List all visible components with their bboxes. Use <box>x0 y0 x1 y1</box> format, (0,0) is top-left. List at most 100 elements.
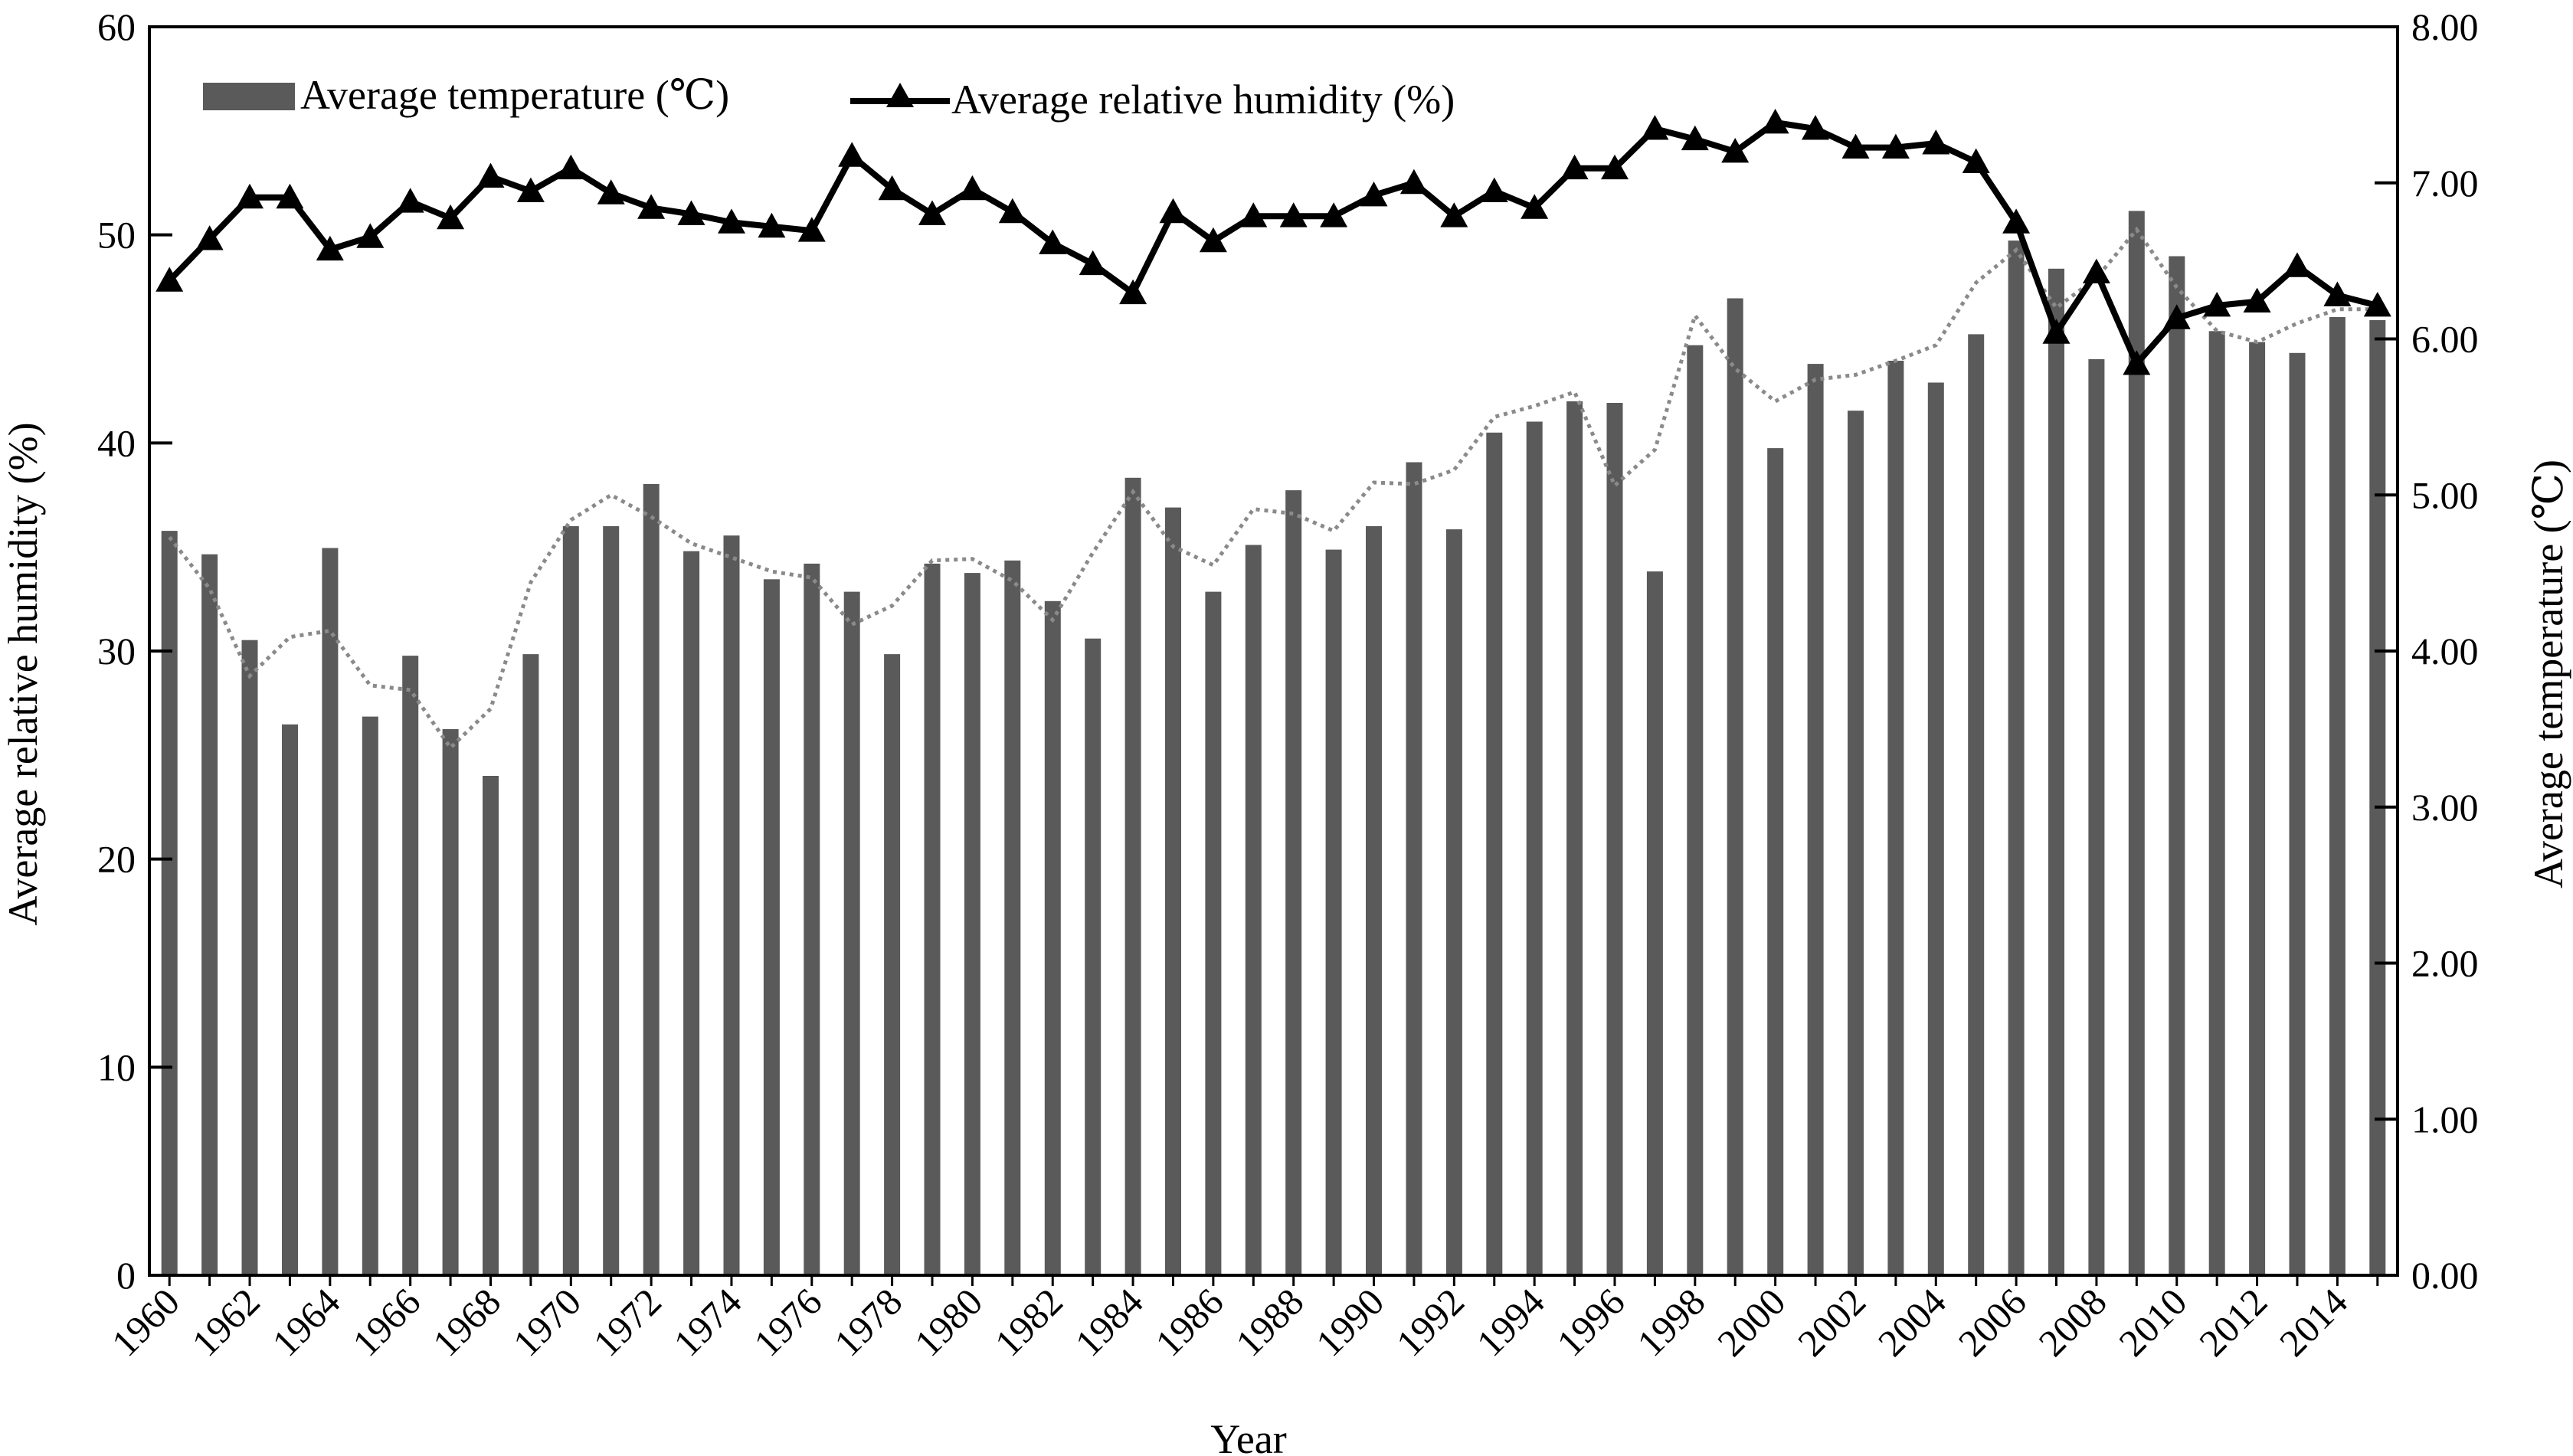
temperature-bar-2000 <box>1767 448 1784 1275</box>
left-y-axis-title: Average relative humidity (%) <box>0 422 46 925</box>
humidity-point-2006 <box>2002 208 2031 234</box>
humidity-point-2008 <box>2082 258 2110 283</box>
temperature-bar-1990 <box>1366 526 1382 1275</box>
x-tick-label-2008: 2008 <box>2030 1280 2114 1364</box>
left-tick-label-50: 50 <box>97 214 136 257</box>
humidity-point-1973 <box>677 200 705 225</box>
x-tick-label-1986: 1986 <box>1147 1280 1231 1364</box>
humidity-point-1995 <box>1560 154 1589 180</box>
temperature-bar-1974 <box>723 535 740 1275</box>
trend-polyline <box>168 226 2378 751</box>
x-axis: 1960196219641966196819701972197419761978… <box>103 1275 2379 1364</box>
temperature-bar-2013 <box>2289 352 2306 1275</box>
x-tick-label-2006: 2006 <box>1950 1280 2035 1364</box>
humidity-point-1968 <box>476 162 505 188</box>
temperature-bar-1999 <box>1727 298 1743 1275</box>
temperature-bar-1978 <box>884 654 901 1275</box>
humidity-point-1972 <box>637 194 666 219</box>
temperature-bar-1995 <box>1566 401 1583 1275</box>
humidity-point-1966 <box>396 188 424 213</box>
humidity-point-2005 <box>1962 148 1990 173</box>
left-y-axis: 0 10 20 30 40 50 60 <box>97 5 172 1297</box>
legend-marker-humidity <box>886 83 914 107</box>
humidity-point-2010 <box>2162 304 2191 329</box>
temperature-bar-1985 <box>1165 507 1181 1275</box>
right-tick-label-6.00: 6.00 <box>2411 318 2479 361</box>
humidity-point-1969 <box>516 177 545 202</box>
temperature-bar-1986 <box>1205 591 1222 1275</box>
temperature-bar-1984 <box>1124 477 1141 1275</box>
temperature-bar-1997 <box>1646 571 1663 1275</box>
temperature-bar-1991 <box>1406 462 1422 1275</box>
x-axis-title: Year <box>1210 1416 1287 1456</box>
x-tick-label-2012: 2012 <box>2191 1280 2275 1364</box>
temperature-bar-1966 <box>402 656 419 1275</box>
humidity-point-2004 <box>1922 129 1950 155</box>
x-tick-label-1998: 1998 <box>1629 1280 1713 1364</box>
humidity-point-1963 <box>276 183 304 209</box>
legend-label-temperature: Average temperature (℃) <box>300 72 729 118</box>
humidity-point-1987 <box>1239 202 1268 227</box>
temperature-bar-1963 <box>282 724 298 1275</box>
humidity-point-1977 <box>838 142 866 167</box>
temperature-bar-1998 <box>1687 345 1704 1276</box>
x-tick-label-1994: 1994 <box>1468 1280 1553 1364</box>
x-tick-label-1962: 1962 <box>183 1280 267 1364</box>
x-tick-label-1984: 1984 <box>1067 1280 1151 1364</box>
right-tick-label-4.00: 4.00 <box>2411 630 2479 672</box>
temperature-bar-1977 <box>843 591 860 1275</box>
right-y-axis-title: Average temperature (℃) <box>2526 460 2571 888</box>
x-tick-label-1966: 1966 <box>344 1280 428 1364</box>
temperature-bar-2012 <box>2249 342 2266 1276</box>
temperature-bar-1962 <box>241 640 258 1275</box>
temperature-bar-1972 <box>643 484 660 1275</box>
humidity-point-1983 <box>1079 250 1107 276</box>
temperature-bar-2007 <box>2048 268 2064 1275</box>
temperature-bar-2006 <box>2008 240 2025 1276</box>
x-tick-label-2000: 2000 <box>1709 1280 1793 1364</box>
x-tick-label-1968: 1968 <box>424 1280 509 1364</box>
humidity-point-2009 <box>2123 350 2151 375</box>
temperature-bar-1975 <box>763 579 780 1275</box>
right-tick-label-2.00: 2.00 <box>2411 942 2479 985</box>
humidity-point-1975 <box>758 212 786 238</box>
right-tick-label-7.00: 7.00 <box>2411 162 2479 204</box>
temperature-bar-2004 <box>1927 382 1944 1275</box>
right-y-axis: 0.00 1.00 2.00 3.00 4.00 5.00 6.00 7.00 8.00 <box>2375 5 2479 1297</box>
humidity-point-1997 <box>1641 115 1669 140</box>
x-tick-label-1980: 1980 <box>906 1280 990 1364</box>
humidity-point-1993 <box>1480 177 1508 202</box>
temperature-bar-1969 <box>522 654 539 1275</box>
humidity-point-1999 <box>1721 138 1750 163</box>
temperature-bar-1982 <box>1044 600 1061 1275</box>
right-tick-label-0.00: 0.00 <box>2411 1254 2479 1297</box>
x-tick-label-1970: 1970 <box>505 1280 589 1364</box>
temperature-bar-1976 <box>804 563 820 1275</box>
temperature-bar-1988 <box>1285 490 1302 1275</box>
humidity-point-1985 <box>1159 198 1187 224</box>
x-tick-label-1974: 1974 <box>665 1280 749 1364</box>
temperature-bar-2011 <box>2208 331 2225 1275</box>
temperature-bar-1996 <box>1606 403 1623 1275</box>
right-tick-label-8.00: 8.00 <box>2411 5 2479 48</box>
humidity-series <box>155 109 2391 375</box>
temperature-bar-1993 <box>1486 432 1503 1276</box>
temperature-bar-2001 <box>1807 364 1824 1276</box>
humidity-point-2001 <box>1802 115 1829 140</box>
temperature-bar-2010 <box>2169 256 2185 1275</box>
humidity-point-1994 <box>1521 194 1549 219</box>
humidity-point-1967 <box>437 204 465 230</box>
x-tick-label-1978: 1978 <box>826 1280 910 1364</box>
x-tick-label-1988: 1988 <box>1227 1280 1311 1364</box>
temperature-bar-1992 <box>1445 529 1462 1275</box>
temperature-bar-1960 <box>161 531 178 1275</box>
humidity-point-1965 <box>356 223 385 248</box>
right-tick-label-5.00: 5.00 <box>2411 473 2479 516</box>
temperature-bar-1981 <box>1004 560 1021 1275</box>
temperature-bar-1979 <box>924 563 941 1275</box>
humidity-point-1998 <box>1681 125 1709 151</box>
temperature-bars <box>161 211 2386 1276</box>
right-tick-label-1.00: 1.00 <box>2411 1098 2479 1140</box>
x-tick-label-2010: 2010 <box>2110 1280 2195 1364</box>
temperature-bar-2009 <box>2128 211 2145 1275</box>
